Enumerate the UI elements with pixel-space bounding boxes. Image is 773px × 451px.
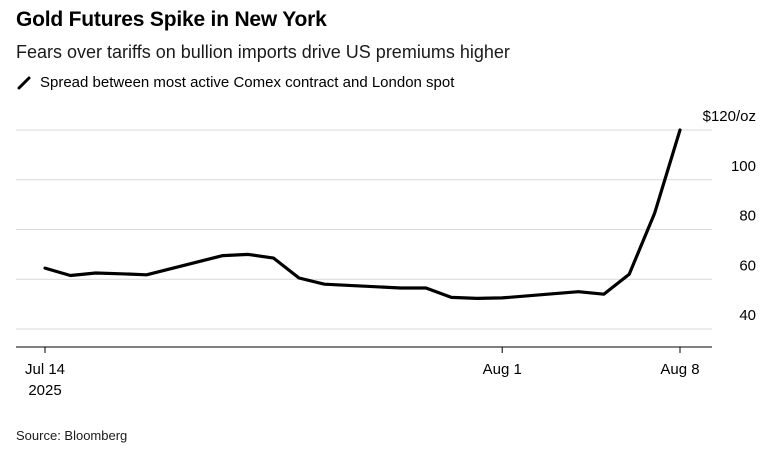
x-tick-label: Jul 14 <box>25 361 65 378</box>
y-tick-label: 100 <box>731 158 756 175</box>
grid-lines <box>16 129 712 330</box>
source-note: Source: Bloomberg <box>16 428 128 443</box>
legend-line-icon <box>17 76 31 89</box>
legend-label: Spread between most active Comex contrac… <box>40 74 455 91</box>
x-axis-labels: Jul 14 2025 Aug 1 Aug 8 <box>25 361 700 399</box>
x-axis <box>16 346 712 353</box>
chart-subtitle: Fears over tariffs on bullion imports dr… <box>16 42 510 62</box>
y-tick-label: 40 <box>739 307 756 324</box>
y-axis-labels: 40 60 80 100 $120/oz <box>703 108 756 324</box>
chart-legend: Spread between most active Comex contrac… <box>16 74 454 91</box>
chart-title: Gold Futures Spike in New York <box>16 8 327 31</box>
x-tick-sublabel: 2025 <box>28 382 61 399</box>
x-tick-label: Aug 8 <box>660 361 699 378</box>
y-tick-label: 60 <box>739 257 756 274</box>
y-tick-label: 80 <box>739 208 756 225</box>
series-layer <box>43 128 682 300</box>
x-tick-label: Aug 1 <box>483 361 522 378</box>
series-line <box>43 128 682 300</box>
y-tick-label: $120/oz <box>703 108 756 125</box>
